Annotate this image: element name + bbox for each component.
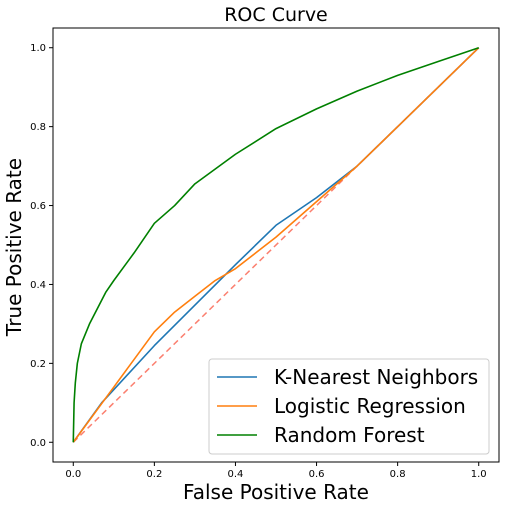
legend-label-1: Logistic Regression: [274, 394, 466, 418]
x-tick-label: 0.2: [146, 469, 162, 480]
x-tick-label: 0.6: [309, 469, 325, 480]
x-tick-label: 0.0: [65, 469, 81, 480]
axes-frame: [52, 27, 500, 463]
y-tick-label: 0.2: [30, 359, 46, 370]
legend-label-2: Random Forest: [274, 423, 425, 447]
series-line-2: [72, 46, 479, 443]
plot-area: 0.0 0.2 0.4 0.6 0.8 1.0 0.0 0.2 0.4 0.6 0.8 1.0: [30, 27, 500, 480]
y-tick-label: 0.4: [30, 280, 46, 291]
y-tick-label: 0.0: [30, 438, 46, 449]
x-axis-title: False Positive Rate: [183, 480, 369, 504]
y-tick-label: 1.0: [30, 43, 46, 54]
chart-title: ROC Curve: [224, 4, 328, 26]
x-tick-label: 1.0: [471, 469, 487, 480]
series-line-1: [72, 47, 480, 443]
legend-box: [208, 358, 490, 455]
y-tick-label: 0.6: [30, 201, 46, 212]
x-tick-label: 0.8: [390, 469, 406, 480]
legend: K-Nearest Neighbors Logistic Regression Ra…: [208, 358, 490, 455]
y-axis-title: True Positive Rate: [2, 158, 26, 337]
y-tick-label: 0.8: [30, 122, 46, 133]
legend-label-0: K-Nearest Neighbors: [274, 365, 478, 389]
x-tick-label: 0.4: [228, 469, 244, 480]
